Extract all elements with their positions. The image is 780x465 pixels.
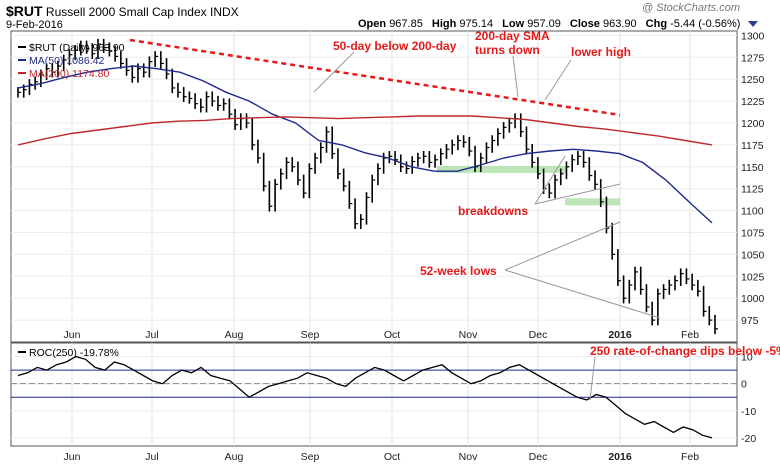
a2-text-2: turns down	[475, 43, 540, 57]
chart-date: 9-Feb-2016	[6, 19, 63, 31]
open-value: 967.85	[389, 18, 423, 30]
x-tick-label: Sep	[301, 329, 320, 341]
a6-pointer	[589, 356, 596, 401]
x-tick-label: Dec	[529, 451, 548, 463]
symbol: $RUT	[6, 3, 43, 19]
chg-label: Chg	[645, 18, 668, 30]
index-name: Russell 2000 Small Cap Index	[45, 5, 207, 19]
close-value: 963.90	[602, 18, 637, 30]
high-value: 975.14	[459, 18, 494, 30]
x-tick-label: Jun	[64, 329, 81, 341]
x-tick-label: 2016	[608, 451, 632, 463]
x-tick-label: Sep	[301, 451, 320, 463]
x-tick-label: Dec	[529, 329, 548, 341]
x-tick-label: Nov	[459, 329, 478, 341]
y-tick-label: 1300	[741, 30, 765, 42]
a3-pointer	[544, 59, 572, 101]
x-tick-label: Oct	[384, 329, 400, 341]
roc-line	[17, 355, 713, 439]
y-tick-label: 1275	[741, 52, 765, 64]
y-tick-label: 1100	[741, 206, 764, 218]
y-tick-label: 975	[741, 315, 759, 327]
x-tick-label: Jul	[145, 451, 158, 463]
annotations: 50-day below 200-day 200-day SMA turns d…	[129, 29, 780, 401]
x-tick-label: Aug	[225, 451, 244, 463]
ma200-line	[17, 115, 713, 146]
a4-text: breakdowns	[458, 204, 528, 218]
x-tick-label: Oct	[384, 451, 400, 463]
legend-price: $RUT (Daily) 963.90	[29, 42, 125, 54]
watermark: @ StockCharts.com	[642, 2, 740, 14]
y-tick-label: 1175	[741, 140, 764, 152]
y-tick-label: 1025	[741, 271, 765, 283]
y-tick-label: 1250	[741, 74, 765, 86]
chart-header: $RUT Russell 2000 Small Cap Index INDX 9…	[6, 3, 239, 31]
support-zone	[437, 165, 567, 173]
a2-pointer	[512, 55, 519, 98]
x-tick-label: Nov	[459, 451, 478, 463]
exchange: INDX	[210, 5, 239, 19]
y-tick-label: -20	[741, 433, 756, 445]
a5-pointer-1	[504, 221, 621, 271]
ma50-line	[17, 65, 713, 224]
x-tick-label: Jul	[145, 329, 158, 341]
legend-ma50: MA(50) 1086.42	[29, 55, 104, 67]
x-tick-label: 2016	[608, 329, 632, 341]
chg-value: -5.44 (-0.56%)	[670, 18, 741, 30]
y-tick-label: 1125	[741, 184, 764, 196]
support-zone	[565, 198, 620, 206]
y-tick-label: 1225	[741, 96, 765, 108]
legend-ma200: MA(200) 1174.80	[29, 68, 110, 80]
chevron-down-icon[interactable]	[747, 21, 758, 28]
y-tick-label: 1200	[741, 118, 765, 130]
close-label: Close	[569, 18, 600, 30]
y-tick-label: -10	[741, 406, 756, 418]
a1-text: 50-day below 200-day	[333, 39, 457, 53]
x-tick-label: Jun	[64, 451, 81, 463]
y-tick-label: 1075	[741, 227, 765, 239]
legend-roc: ROC(250) -19.78%	[29, 347, 119, 359]
price-legend: $RUT (Daily) 963.90 MA(50) 1086.42 MA(20…	[18, 42, 125, 80]
a5-text: 52-week lows	[420, 264, 497, 278]
low-value: 957.09	[527, 18, 561, 30]
a4-pointer-2	[534, 183, 621, 205]
low-label: Low	[502, 18, 525, 30]
trendline	[129, 38, 621, 117]
y-tick-label: 0	[741, 379, 747, 391]
roc-legend: ROC(250) -19.78%	[18, 347, 119, 359]
a4-pointer-1	[534, 155, 566, 205]
a6-text: 250 rate-of-change dips below -5%	[590, 344, 780, 358]
a2-text-1: 200-day SMA	[475, 29, 550, 43]
y-tick-label: 10	[741, 352, 753, 364]
y-tick-label: 1150	[741, 162, 764, 174]
price-panel-frame	[10, 30, 738, 343]
a1-pointer	[313, 51, 355, 93]
y-tick-label: 1050	[741, 249, 765, 261]
x-tick-label: Aug	[225, 329, 244, 341]
y-tick-label: 1000	[741, 293, 765, 305]
x-tick-label: Feb	[681, 329, 699, 341]
roc-panel-frame	[10, 342, 738, 447]
ohlc-readout: Open 967.85 High 975.14 Low 957.09 Close…	[358, 18, 758, 30]
a5-pointer-2	[504, 269, 661, 319]
high-label: High	[431, 18, 457, 30]
open-label: Open	[358, 18, 387, 30]
a3-text: lower high	[571, 45, 631, 59]
x-tick-label: Feb	[681, 451, 699, 463]
